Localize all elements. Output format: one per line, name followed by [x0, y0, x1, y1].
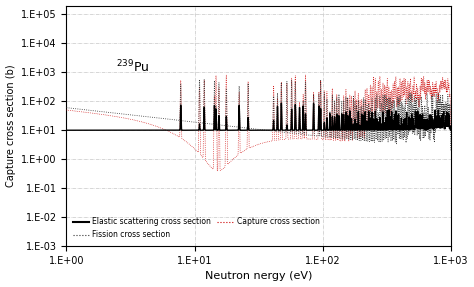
Text: $^{239}$Pu: $^{239}$Pu [117, 59, 150, 75]
X-axis label: Neutron nergy (eV): Neutron nergy (eV) [205, 272, 312, 282]
Y-axis label: Capture cross section (b): Capture cross section (b) [6, 65, 16, 187]
Legend: Elastic scattering cross section, Fission cross section, Capture cross section: Elastic scattering cross section, Fissio… [70, 214, 322, 242]
